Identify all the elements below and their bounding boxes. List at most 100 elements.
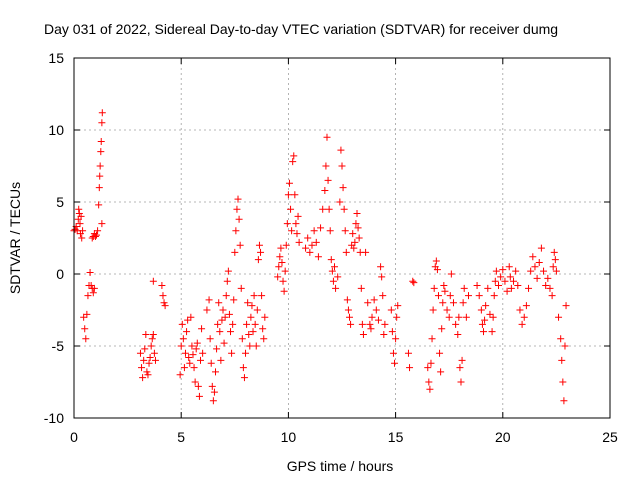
data-point [351, 238, 359, 246]
data-point [546, 284, 554, 292]
data-point [181, 349, 189, 357]
data-point [516, 306, 524, 314]
data-point [87, 282, 95, 290]
data-point [312, 238, 320, 246]
data-point [218, 316, 226, 324]
data-point [149, 330, 157, 338]
x-tick-label: 25 [602, 429, 618, 445]
data-point [147, 342, 155, 350]
data-point [255, 241, 263, 249]
data-point [460, 284, 468, 292]
data-point [490, 292, 498, 300]
data-point [392, 335, 400, 343]
data-point [429, 306, 437, 314]
data-point [346, 313, 354, 321]
data-point [488, 328, 496, 336]
data-point [388, 328, 396, 336]
y-tick-label: 5 [56, 194, 64, 210]
data-point [94, 227, 102, 235]
y-tick-label: -5 [52, 338, 65, 354]
data-point [225, 310, 233, 318]
data-point [243, 320, 251, 328]
data-point [558, 356, 566, 364]
data-point [257, 248, 265, 256]
data-point [514, 282, 522, 290]
x-tick-label: 20 [495, 429, 511, 445]
data-point [325, 205, 333, 213]
data-point [150, 349, 158, 357]
data-point [229, 320, 237, 328]
data-point [219, 306, 227, 314]
data-point [198, 325, 206, 333]
data-point [290, 152, 298, 160]
data-point [98, 119, 106, 127]
data-point [141, 345, 149, 353]
data-point [244, 299, 252, 307]
data-point [222, 292, 230, 300]
data-point [193, 339, 201, 347]
data-point [291, 191, 299, 199]
data-points [70, 109, 570, 405]
data-point [477, 306, 485, 314]
data-point [194, 382, 202, 390]
data-point [212, 368, 220, 376]
data-point [520, 313, 528, 321]
data-point [159, 292, 167, 300]
data-point [96, 162, 104, 170]
data-point [550, 248, 558, 256]
y-axis-label: SDTVAR / TECUs [7, 182, 23, 294]
data-point [234, 195, 242, 203]
data-point [149, 277, 157, 285]
data-point [339, 184, 347, 192]
axis-ticks [73, 57, 611, 419]
data-point [161, 302, 169, 310]
data-point [427, 359, 435, 367]
data-point [324, 176, 332, 184]
data-point [381, 320, 389, 328]
data-point [370, 296, 378, 304]
data-point [214, 320, 222, 328]
data-point [180, 364, 188, 372]
data-point [353, 210, 361, 218]
data-point [190, 364, 198, 372]
data-point [549, 263, 557, 271]
data-point [380, 330, 388, 338]
data-point [441, 287, 449, 295]
data-point [559, 378, 567, 386]
data-point [459, 299, 467, 307]
data-point [258, 292, 266, 300]
data-point [97, 148, 105, 156]
data-point [326, 227, 334, 235]
y-tick-label: 10 [48, 122, 64, 138]
data-point [473, 282, 481, 290]
data-point [236, 241, 244, 249]
data-point [354, 224, 362, 232]
data-point [410, 279, 418, 287]
data-point [430, 284, 438, 292]
data-point [237, 284, 245, 292]
data-point [358, 320, 366, 328]
data-point [518, 320, 526, 328]
data-point [76, 220, 84, 228]
data-point [231, 248, 239, 256]
data-point [275, 263, 283, 271]
data-point [319, 205, 327, 213]
data-point [391, 359, 399, 367]
data-point [217, 356, 225, 364]
data-point [75, 210, 83, 218]
data-point [439, 299, 447, 307]
data-point [239, 364, 247, 372]
data-point [499, 266, 507, 274]
data-point [366, 320, 374, 328]
data-point [184, 316, 192, 324]
data-point [221, 313, 229, 321]
data-point [245, 330, 253, 338]
data-point [203, 306, 211, 314]
data-point [158, 282, 166, 290]
data-point [362, 248, 370, 256]
data-point [347, 320, 355, 328]
data-point [276, 253, 284, 261]
data-point [457, 378, 465, 386]
data-point [492, 267, 500, 275]
data-point [287, 205, 295, 213]
